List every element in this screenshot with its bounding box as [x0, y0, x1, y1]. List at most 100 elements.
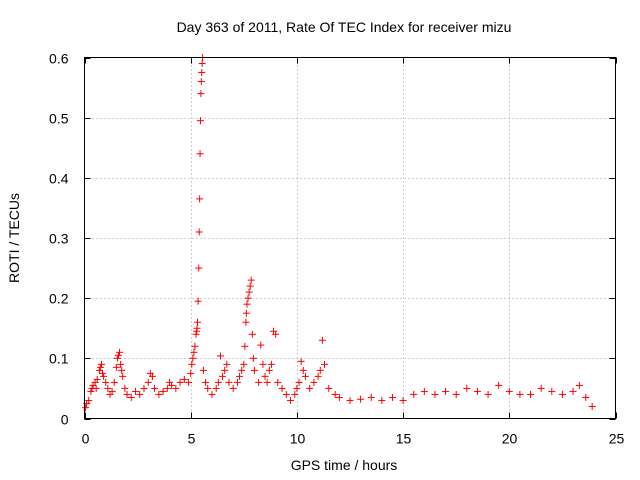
data-point	[180, 375, 188, 383]
data-point	[463, 384, 471, 392]
data-point	[221, 366, 229, 374]
data-point	[484, 390, 492, 398]
data-point	[301, 372, 309, 380]
data-point	[321, 360, 329, 368]
data-point	[96, 363, 104, 371]
y-tick-label: 0	[61, 412, 69, 428]
data-point	[208, 390, 216, 398]
data-point	[452, 390, 460, 398]
data-point	[192, 330, 200, 338]
data-point	[261, 372, 269, 380]
x-axis-label: GPS time / hours	[291, 457, 398, 473]
x-tick-label: 0	[82, 431, 90, 447]
data-point	[144, 378, 152, 386]
data-point	[306, 384, 314, 392]
data-point	[388, 393, 396, 401]
x-tick-label: 15	[396, 431, 412, 447]
data-point	[193, 324, 201, 332]
data-point	[95, 366, 103, 374]
data-point	[240, 360, 248, 368]
data-points	[82, 54, 596, 412]
data-point	[582, 393, 590, 401]
y-tick-label: 0.6	[49, 51, 69, 67]
data-point	[243, 300, 251, 308]
data-point	[272, 330, 280, 338]
data-point	[420, 387, 428, 395]
data-point	[196, 150, 204, 158]
plot-frame	[84, 57, 616, 419]
data-point	[196, 117, 204, 125]
grid	[84, 57, 616, 419]
data-point	[99, 369, 107, 377]
data-point	[199, 366, 207, 374]
data-point	[255, 378, 263, 386]
data-point	[119, 372, 127, 380]
data-point	[159, 387, 167, 395]
data-point	[575, 381, 583, 389]
data-point	[495, 381, 503, 389]
data-point	[291, 390, 299, 398]
data-point	[527, 390, 535, 398]
data-point	[197, 78, 205, 86]
data-point	[155, 390, 163, 398]
data-point	[168, 381, 176, 389]
x-tick-label: 10	[290, 431, 306, 447]
data-point	[93, 375, 101, 383]
data-point	[216, 352, 224, 360]
data-point	[325, 384, 333, 392]
data-point	[110, 378, 118, 386]
data-point	[202, 378, 210, 386]
x-tick-label: 25	[609, 431, 625, 447]
data-point	[242, 309, 250, 317]
data-point	[117, 360, 125, 368]
y-tick-label: 0.2	[49, 291, 69, 307]
data-point	[172, 384, 180, 392]
data-point	[245, 288, 253, 296]
data-point	[193, 318, 201, 326]
data-point	[198, 69, 206, 77]
data-point	[410, 390, 418, 398]
data-point	[318, 336, 326, 344]
data-point	[316, 366, 324, 374]
data-point	[282, 390, 290, 398]
data-point	[102, 378, 110, 386]
data-point	[195, 264, 203, 272]
data-point	[442, 387, 450, 395]
data-point	[97, 360, 105, 368]
data-point	[249, 354, 257, 362]
x-tick-label: 5	[188, 431, 196, 447]
data-point	[219, 372, 227, 380]
data-point	[123, 390, 131, 398]
data-point	[314, 372, 322, 380]
data-point	[229, 384, 237, 392]
data-point	[473, 387, 481, 395]
data-point	[537, 384, 545, 392]
data-point	[198, 60, 206, 68]
axis-ticks: 0 5 10 15 20 25 0 0.1 0.2 0.3 0.4 0.5 0.6	[49, 51, 624, 447]
data-point	[331, 390, 339, 398]
data-point	[233, 378, 241, 386]
data-point	[299, 366, 307, 374]
data-point	[116, 348, 124, 356]
data-point	[248, 330, 256, 338]
data-point	[357, 395, 365, 403]
y-axis-label: ROTI / TECUs	[6, 193, 22, 283]
data-point	[140, 384, 148, 392]
y-tick-label: 0.4	[49, 171, 69, 187]
data-point	[136, 390, 144, 398]
data-point	[263, 378, 271, 386]
data-point	[223, 360, 231, 368]
data-point	[127, 393, 135, 401]
data-point	[189, 354, 197, 362]
data-point	[197, 90, 205, 98]
x-tick-label: 20	[502, 431, 518, 447]
data-point	[588, 402, 596, 410]
data-point	[92, 384, 100, 392]
data-point	[87, 387, 95, 395]
data-point	[214, 378, 222, 386]
data-point	[114, 351, 122, 359]
data-point	[548, 387, 556, 395]
chart-title: Day 363 of 2011, Rate Of TEC Index for r…	[177, 19, 512, 35]
data-point	[148, 372, 156, 380]
